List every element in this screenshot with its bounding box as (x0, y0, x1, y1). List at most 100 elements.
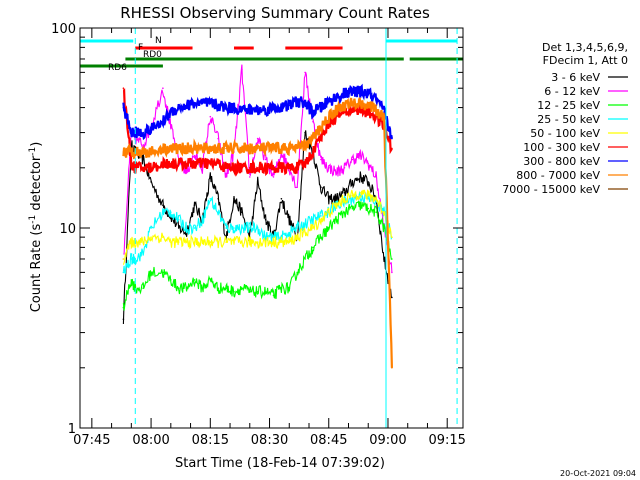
series-8-point (241, 147, 243, 150)
series-2-point (272, 176, 275, 178)
series-4-point (367, 198, 370, 200)
series-4-point (351, 198, 354, 200)
series-4-point (185, 227, 188, 229)
series-5-point (209, 241, 212, 243)
series-8-point (391, 367, 393, 369)
series-7-point (264, 109, 267, 111)
series-6-point (256, 167, 259, 169)
legend-entry-label: 3 - 6 keV (551, 71, 600, 84)
series-5-point (130, 241, 133, 243)
series-5-point (256, 241, 259, 243)
series-3-point (367, 207, 370, 210)
series-line-3 (122, 200, 393, 311)
series-2-point (142, 144, 144, 146)
series-7-point (201, 102, 204, 105)
series-4-point (225, 227, 227, 229)
series-5-point (170, 241, 172, 243)
series-3-point (383, 227, 385, 229)
x-tick-label: 09:15 (428, 433, 465, 448)
series-5-point (335, 204, 338, 206)
series-6-point (375, 115, 377, 118)
series-2-point (185, 171, 188, 173)
series-7-point (335, 96, 338, 99)
series-2-point (320, 158, 322, 161)
series-8-point (312, 137, 314, 140)
series-8-point (288, 147, 291, 150)
y-tick-label: 1 (68, 422, 76, 437)
series-7-point (351, 91, 354, 93)
series-4-point (162, 211, 164, 213)
series-1-point (304, 131, 306, 134)
legend-header-line: FDecim 1, Att 0 (543, 54, 628, 67)
series-8-point (170, 147, 172, 150)
series-3-point (122, 306, 125, 309)
legend-header-line: Det 1,3,4,5,6,9, (542, 41, 628, 54)
series-8-point (304, 144, 306, 146)
series-8-point (264, 147, 267, 150)
series-2-point (328, 167, 330, 169)
series-2-point (209, 115, 212, 118)
series-3-point (256, 291, 259, 293)
series-8-point (130, 151, 133, 153)
series-8-point (185, 147, 188, 150)
series-4-point (312, 218, 314, 221)
legend-entry-label: 100 - 300 keV (523, 141, 600, 154)
series-7-point (177, 106, 180, 109)
series-1-point (209, 176, 212, 178)
series-3-point (359, 204, 362, 206)
series-2-point (170, 126, 172, 128)
series-5-point (142, 241, 144, 243)
series-5-point (233, 241, 235, 243)
series-1-point (280, 198, 283, 200)
series-6-point (217, 162, 219, 165)
series-6-point (162, 162, 164, 165)
x-tick-label: 08:45 (310, 433, 347, 448)
series-3-point (375, 211, 377, 213)
legend-entry-label: 12 - 25 keV (537, 99, 600, 112)
series-1-point (367, 181, 370, 183)
series-7-point (256, 109, 259, 111)
series-4-point (150, 227, 152, 229)
series-2-point (256, 137, 259, 140)
series-8-point (193, 147, 196, 150)
series-7-point (162, 120, 164, 123)
series-8-point (177, 147, 180, 150)
series-5-point (383, 211, 385, 213)
legend-entry-label: 50 - 100 keV (530, 127, 600, 140)
series-2-point (312, 120, 314, 123)
series-3-point (209, 279, 212, 281)
series-5-point (272, 241, 275, 243)
state-label-f: F (138, 43, 143, 53)
series-7-point (233, 106, 235, 109)
state-label-n: N (155, 36, 162, 46)
legend-entry-label: 300 - 800 keV (523, 155, 600, 168)
series-1-point (150, 181, 152, 183)
series-7-point (209, 102, 212, 105)
series-line-8 (122, 97, 393, 368)
series-7-point (272, 106, 275, 109)
series-8-point (351, 102, 354, 105)
series-3-point (170, 279, 172, 281)
y-axis-label: Count Rate (s-1 detector-1) (28, 142, 44, 313)
series-7-point (280, 106, 283, 109)
series-4-point (201, 218, 204, 221)
state-label-rd0: RD0 (143, 50, 162, 60)
series-7-point (320, 106, 322, 109)
series-4-point (320, 215, 322, 217)
series-5-point (122, 258, 125, 260)
series-line-7 (122, 83, 393, 141)
series-1-point (351, 181, 354, 183)
series-6-point (185, 162, 188, 165)
series-6-point (272, 167, 275, 169)
series-1-point (177, 227, 180, 229)
series-5-point (288, 241, 291, 243)
series-7-point (170, 111, 172, 113)
footer-date: 20-Oct-2021 09:04 (560, 469, 636, 478)
series-6-point (177, 162, 180, 165)
series-1-point (335, 198, 338, 200)
series-7-point (328, 100, 330, 103)
series-4-point (241, 227, 243, 229)
series-3-point (249, 291, 251, 293)
series-7-point (217, 104, 219, 107)
series-8-point (272, 147, 275, 150)
